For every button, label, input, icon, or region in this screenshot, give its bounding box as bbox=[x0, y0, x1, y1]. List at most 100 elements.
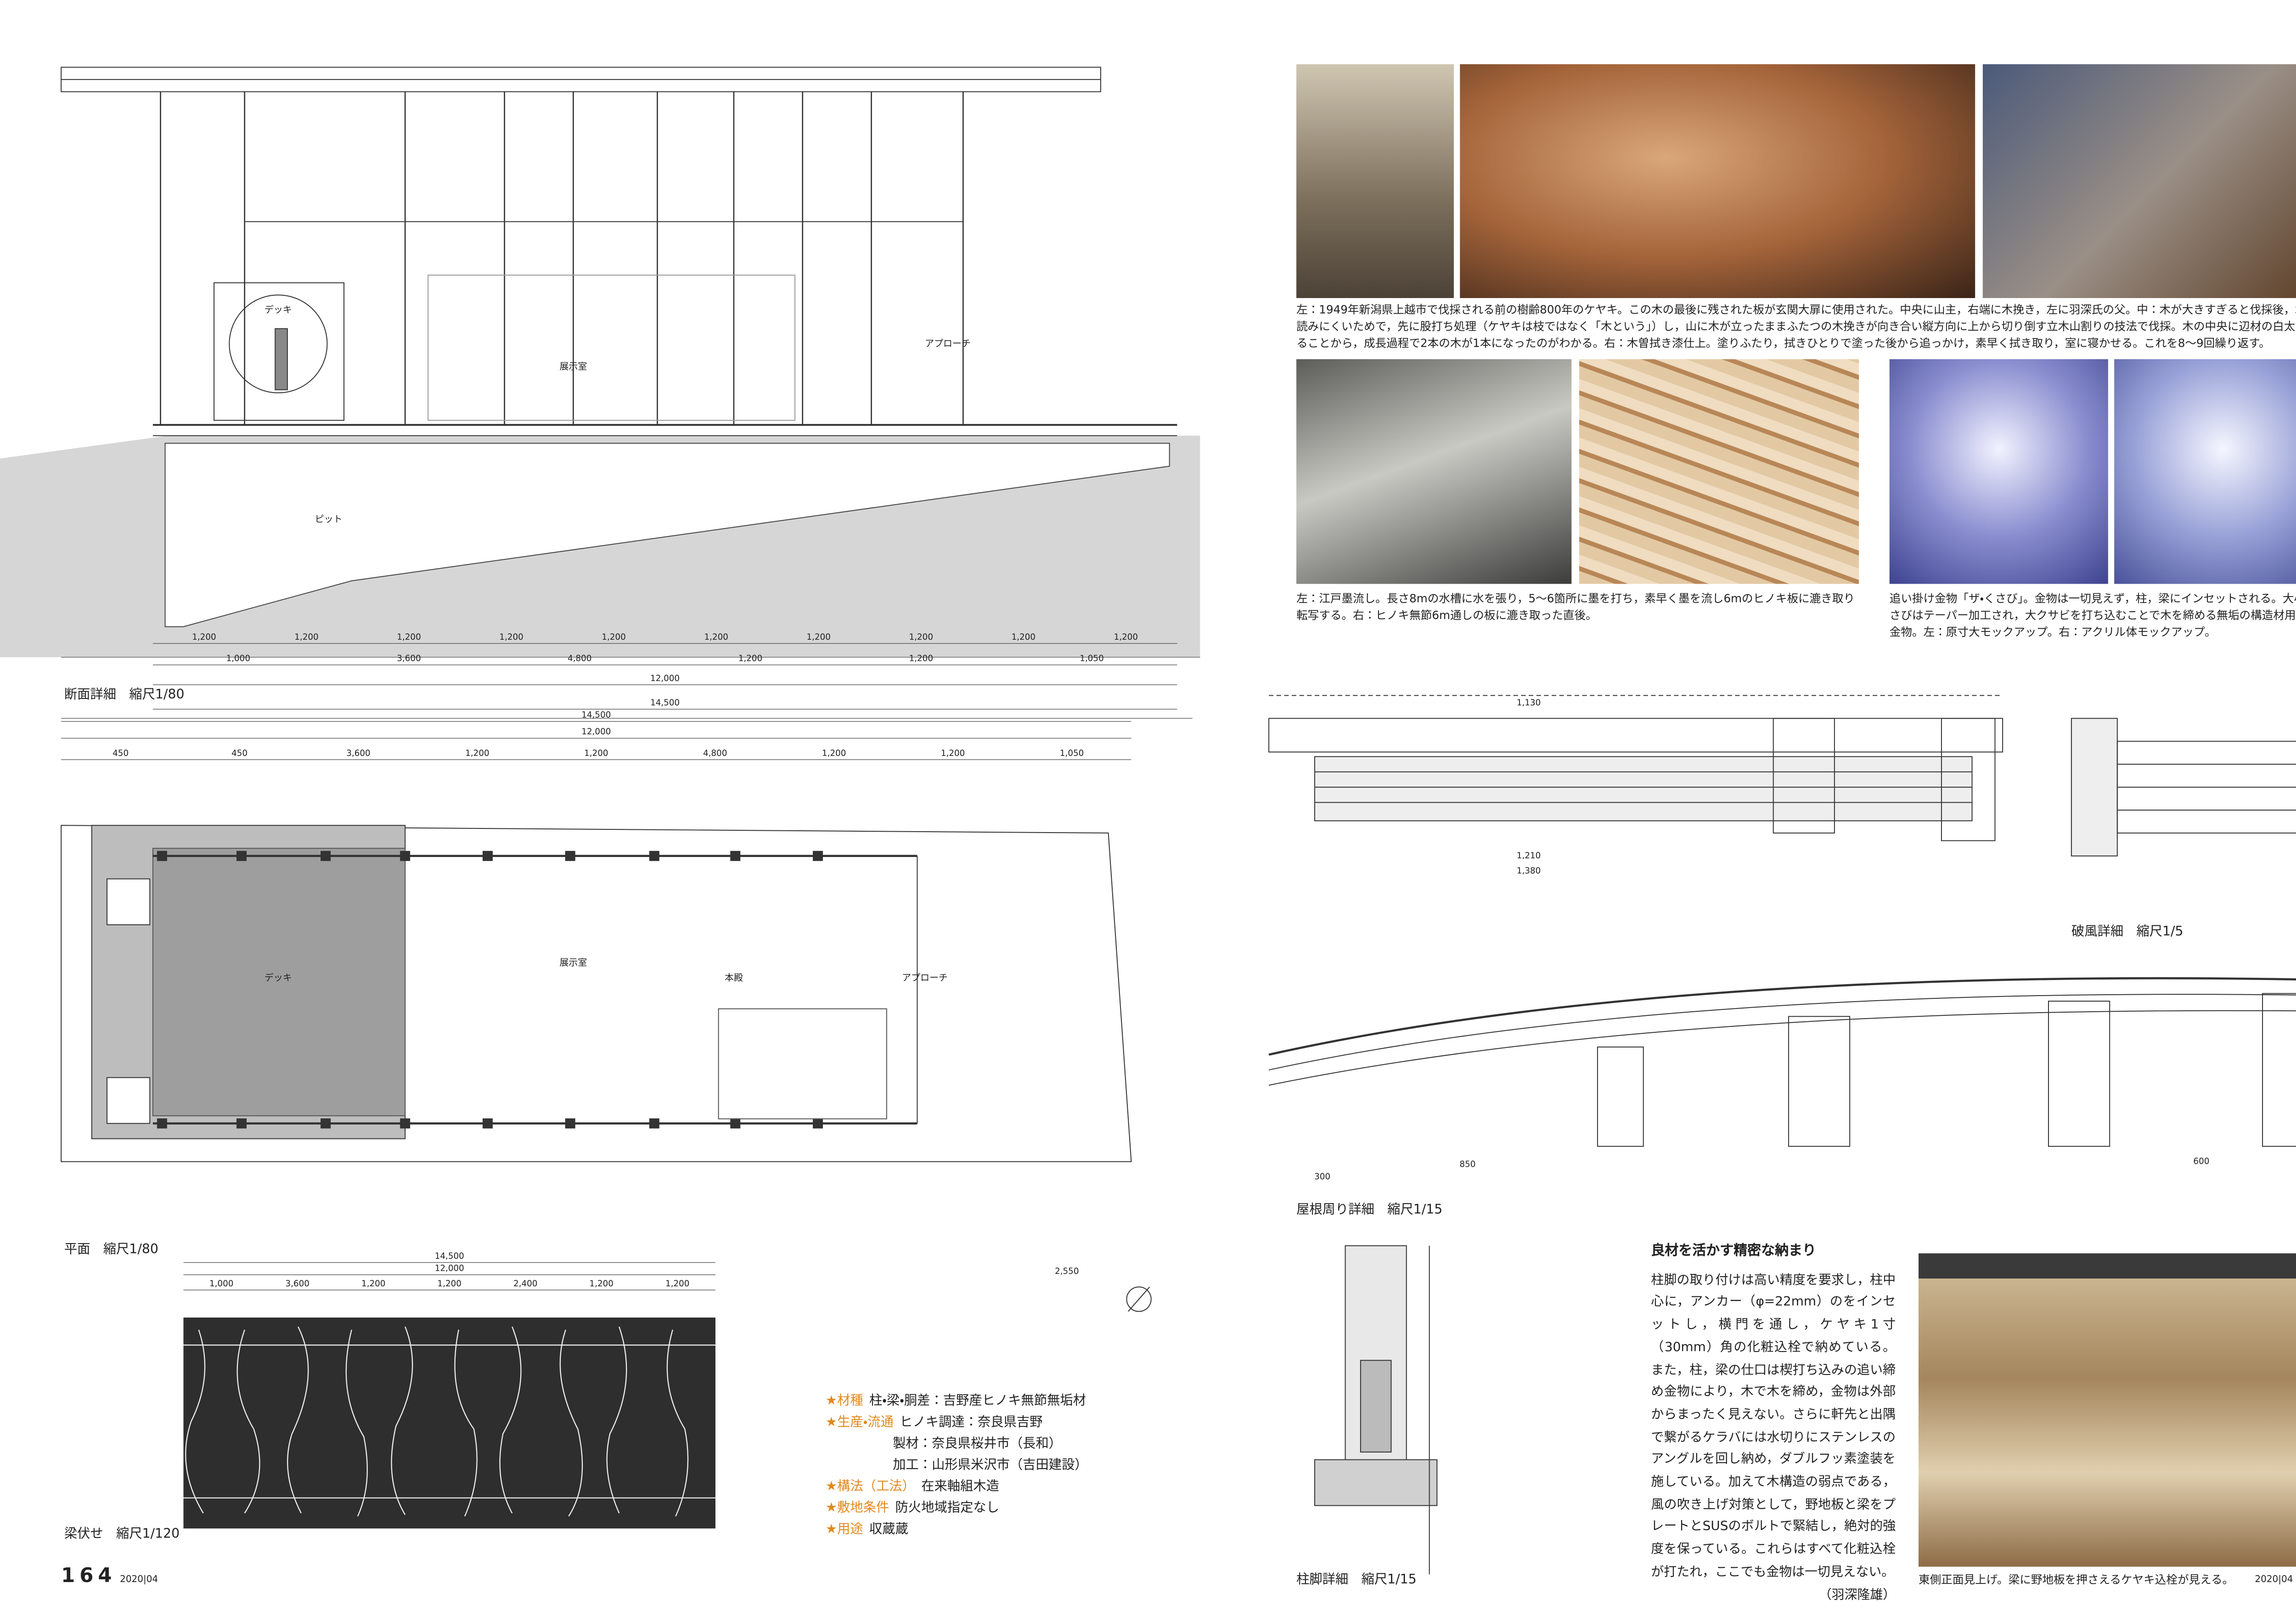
dimension-label: 1,200 bbox=[665, 1279, 689, 1289]
dimension-label: 1,200 bbox=[909, 632, 933, 642]
dimension-label: 1,000 bbox=[209, 1279, 233, 1289]
spec-label: ★敷地条件 bbox=[825, 1501, 889, 1516]
spec-value: 加工：山形県米沢市（吉田建設） bbox=[893, 1458, 1088, 1474]
dimension-label: 12,000 bbox=[650, 674, 680, 683]
article: 良材を活かす精密な納まり 柱脚の取り付けは高い精度を要求し，柱中心に，アンカー（… bbox=[1651, 1241, 1896, 1605]
plan-drawing bbox=[61, 825, 1152, 1312]
issue: 2020|04 bbox=[2255, 1574, 2293, 1585]
dimension-label: 14,500 bbox=[650, 698, 680, 708]
spec-row: ★用途 収蔵蔵 bbox=[826, 1520, 1088, 1541]
beam-drawing bbox=[183, 1317, 716, 1529]
room-label: デッキ bbox=[264, 972, 292, 983]
spec-value: 製材：奈良県桜井市（長和） bbox=[893, 1436, 1062, 1452]
dimension-label: 3,600 bbox=[346, 749, 370, 758]
photo bbox=[1296, 64, 1454, 299]
dimension-label: 1,200 bbox=[738, 653, 762, 663]
dimension-label: 12,000 bbox=[581, 727, 611, 737]
room-label: 展示室 bbox=[559, 957, 587, 968]
spec-value: ヒノキ調達：奈良県吉野 bbox=[900, 1415, 1043, 1431]
photo-caption: 左：江戸墨流し。長さ8mの水槽に水を張り，5～6箇所に墨を打ち，素早く墨を流し6… bbox=[1296, 591, 1855, 622]
dimension-label: 4,800 bbox=[568, 653, 591, 663]
dimension-label: 450 bbox=[113, 749, 129, 758]
dimension-label: 1,200 bbox=[1114, 632, 1138, 642]
issue: 2020|04 bbox=[120, 1574, 158, 1585]
dimension-label: 1,210 bbox=[1517, 851, 1541, 861]
dimension-label: 300 bbox=[1314, 1172, 1330, 1182]
dimension-label: 450 bbox=[231, 749, 248, 758]
dimension-label: 1,130 bbox=[1517, 698, 1541, 708]
page-number: 164 bbox=[61, 1565, 117, 1588]
dimension-label: 4,800 bbox=[703, 749, 727, 758]
spec-label: ★構法（工法） bbox=[825, 1480, 915, 1495]
spec-label: ★用途 bbox=[825, 1522, 863, 1538]
dimension-label: 1,200 bbox=[941, 749, 965, 758]
dimension-label: 14,500 bbox=[581, 710, 611, 720]
dimension-label: 12,000 bbox=[435, 1263, 464, 1273]
spec-value: 柱・梁・胴差：吉野産ヒノキ無節無垢材 bbox=[869, 1394, 1086, 1409]
dimension-label: 1,200 bbox=[499, 632, 523, 642]
dimension-label: 1,380 bbox=[1517, 866, 1541, 876]
article-body: 柱脚の取り付けは高い精度を要求し，柱中心に，アンカー（φ=22mm）のをインセッ… bbox=[1651, 1271, 1896, 1579]
room-label: アプローチ bbox=[925, 338, 971, 349]
dimension-label: 850 bbox=[1459, 1160, 1475, 1169]
dimension-label: 14,500 bbox=[435, 1251, 464, 1261]
dimension-label: 1,000 bbox=[226, 653, 250, 663]
spec-row: 製材：奈良県桜井市（長和） bbox=[826, 1434, 1088, 1455]
photo-caption: 東側正面見上げ。梁に野地板を押さえるケヤキ込栓が見える。 bbox=[1919, 1572, 2234, 1587]
room-label: デッキ bbox=[264, 304, 292, 315]
dimension-label: 1,200 bbox=[822, 749, 846, 758]
dimension-label: 1,200 bbox=[294, 632, 318, 642]
spec-row: ★材種 柱・梁・胴差：吉野産ヒノキ無節無垢材 bbox=[826, 1391, 1088, 1413]
dimension-label: 1,200 bbox=[1012, 632, 1035, 642]
dimension-label: 2,400 bbox=[513, 1279, 537, 1289]
article-title: 良材を活かす精密な納まり bbox=[1651, 1244, 1817, 1260]
room-label: アプローチ bbox=[902, 972, 948, 983]
base-drawing bbox=[1314, 1245, 1438, 1575]
photo bbox=[1460, 64, 1975, 299]
room-label: ピット bbox=[315, 513, 343, 524]
roof-drawing bbox=[1268, 695, 2296, 1147]
photo-caption: 左：1949年新潟県上越市で伐採される前の樹齢800年のケヤキ。この木の最後に残… bbox=[1296, 303, 2296, 350]
drawing-caption: 柱脚詳細 縮尺1/15 bbox=[1296, 1572, 1417, 1588]
dimension-label: 1,200 bbox=[192, 632, 216, 642]
spec-row: ★構法（工法） 在来軸組木造 bbox=[826, 1476, 1088, 1498]
photo bbox=[1579, 359, 1859, 584]
spec-row: 加工：山形県米沢市（吉田建設） bbox=[826, 1455, 1088, 1477]
folio: 164 2020|04 bbox=[61, 1564, 158, 1593]
folio: 2020|04 165 bbox=[2255, 1564, 2296, 1593]
photo-caption: 追い掛け金物「ザ・くさび」。金物は一切見えず，柱，梁にインセットされる。大小のく… bbox=[1889, 591, 2296, 639]
dimension-label: 3,600 bbox=[286, 1279, 310, 1289]
section-drawing bbox=[0, 67, 1200, 719]
dimension-label: 1,200 bbox=[590, 1279, 613, 1289]
dimension-label: 1,050 bbox=[1080, 653, 1103, 663]
drawing-caption: 屋根周り詳細 縮尺1/15 bbox=[1296, 1203, 1443, 1218]
photo bbox=[1889, 359, 2108, 584]
drawing-caption: 梁伏せ 縮尺1/120 bbox=[64, 1527, 180, 1543]
photo bbox=[1982, 64, 2296, 299]
photo bbox=[1296, 359, 1572, 584]
article-author: （羽深隆雄） bbox=[1818, 1586, 1896, 1601]
photo bbox=[2114, 359, 2296, 584]
drawing-caption: 破風詳細 縮尺1/5 bbox=[2071, 924, 2183, 940]
dimension-label: 1,200 bbox=[909, 653, 933, 663]
dimension-label: 1,200 bbox=[704, 632, 728, 642]
photo bbox=[1919, 1253, 2296, 1567]
spec-value: 収蔵蔵 bbox=[869, 1522, 908, 1538]
dimension-label: 600 bbox=[2193, 1157, 2209, 1166]
spec-label: ★生産・流通 bbox=[825, 1415, 894, 1431]
spec-row: ★敷地条件 防火地域指定なし bbox=[826, 1498, 1088, 1520]
dimension-label: 1,200 bbox=[361, 1279, 385, 1289]
dimension-label: 1,200 bbox=[602, 632, 625, 642]
dimension-label: 1,200 bbox=[465, 749, 489, 758]
spec-row: ★生産・流通 ヒノキ調達：奈良県吉野 bbox=[826, 1412, 1088, 1434]
spec-value: 在来軸組木造 bbox=[921, 1480, 1000, 1495]
dimension-label: 3,600 bbox=[397, 653, 421, 663]
drawing-caption: 断面詳細 縮尺1/80 bbox=[64, 687, 185, 704]
drawing-caption: 平面 縮尺1/80 bbox=[64, 1242, 158, 1258]
room-label: 本殿 bbox=[725, 972, 743, 983]
dimension-label: 1,200 bbox=[438, 1279, 461, 1289]
room-label: 展示室 bbox=[559, 361, 587, 372]
